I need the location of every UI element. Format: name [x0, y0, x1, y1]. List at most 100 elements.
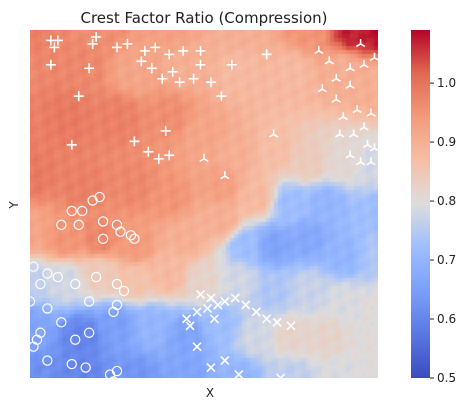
x-marker [209, 314, 220, 324]
circle-marker [108, 306, 119, 318]
plus-marker [164, 49, 175, 60]
circle-marker [111, 365, 123, 377]
tri-marker [335, 129, 345, 138]
chart-title: Crest Factor Ratio (Compression) [80, 9, 327, 27]
circle-marker [94, 191, 105, 203]
circle-marker [56, 219, 67, 231]
tri-marker [366, 157, 376, 166]
x-marker [272, 317, 282, 327]
circle-marker [80, 362, 91, 373]
circle-marker [56, 317, 67, 328]
circle-marker [125, 230, 137, 241]
x-marker [213, 300, 223, 310]
x-marker [238, 395, 246, 403]
y-axis-label: Y [7, 201, 21, 210]
circle-marker [83, 327, 95, 338]
x-marker [202, 303, 213, 313]
circle-marker [118, 285, 130, 297]
circle-marker [30, 261, 39, 272]
x-marker [241, 300, 251, 310]
circle-marker [73, 219, 84, 231]
x-marker [185, 321, 195, 331]
tri-marker [345, 63, 355, 72]
tri-marker [331, 94, 341, 103]
tri-marker [338, 112, 348, 121]
x-marker [273, 391, 281, 399]
plus-marker [136, 56, 147, 67]
plus-marker [87, 38, 98, 49]
x-marker [251, 307, 261, 317]
x-axis-label: X [206, 386, 214, 400]
x-marker [230, 293, 240, 303]
circle-marker [87, 195, 98, 206]
markers-layer [30, 31, 378, 406]
tri-marker [199, 153, 209, 162]
plus-marker [226, 59, 237, 70]
plus-marker [143, 146, 154, 157]
x-marker [259, 398, 267, 406]
plus-marker [167, 66, 178, 77]
plus-marker [139, 45, 150, 56]
circle-marker [129, 233, 140, 244]
plus-marker [66, 139, 77, 150]
circle-marker [90, 271, 102, 283]
circle-marker [115, 226, 126, 238]
plus-marker [129, 136, 140, 147]
circle-marker [42, 268, 53, 279]
tri-marker [362, 139, 373, 149]
plus-marker [160, 125, 171, 136]
tri-marker [366, 108, 376, 117]
plus-marker [205, 77, 216, 88]
tri-marker [268, 129, 279, 138]
colorbar-ticks: 0.5 0.6 0.7 0.8 0.9 1.0 [430, 76, 456, 385]
colorbar-tick-label: 0.6 [437, 312, 456, 326]
circle-marker [70, 278, 81, 290]
circle-marker [111, 299, 123, 311]
circle-marker [111, 219, 123, 231]
x-marker [275, 373, 286, 378]
circle-marker [42, 355, 53, 366]
colorbar-tick-label: 0.9 [437, 135, 456, 149]
circle-marker [97, 233, 109, 244]
plus-marker [195, 59, 206, 70]
circle-marker [76, 205, 88, 217]
plus-marker [49, 42, 60, 53]
tri-marker [220, 171, 230, 180]
tri-marker [352, 105, 362, 114]
circle-marker [30, 296, 36, 307]
circle-marker [30, 341, 39, 352]
x-marker [220, 356, 230, 366]
plus-marker [216, 91, 227, 102]
tri-marker [314, 45, 324, 55]
plus-marker [52, 35, 63, 46]
plus-marker [157, 73, 168, 84]
tri-marker [324, 56, 334, 65]
circle-marker [97, 216, 109, 227]
plus-marker [164, 150, 175, 161]
circle-marker [104, 369, 116, 378]
plus-marker [188, 73, 199, 84]
circle-marker [42, 303, 53, 314]
plus-marker [122, 38, 133, 49]
colorbar-gradient [411, 30, 430, 378]
x-marker [192, 342, 202, 352]
x-marker [286, 321, 296, 331]
circle-marker [35, 327, 46, 338]
tri-marker [355, 157, 366, 166]
tri-marker [369, 143, 378, 152]
x-marker [220, 296, 230, 307]
colorbar-tick-label: 0.8 [437, 194, 456, 208]
tri-marker [359, 122, 369, 131]
circle-marker [109, 376, 118, 378]
x-marker [195, 289, 206, 300]
tri-marker [331, 73, 341, 82]
tri-marker [348, 129, 359, 138]
tri-marker [359, 59, 369, 68]
tri-marker [369, 52, 378, 62]
plus-marker [261, 49, 272, 60]
x-marker [182, 314, 192, 324]
heatmap-image [30, 30, 378, 378]
tri-marker [355, 38, 366, 48]
plus-marker [146, 63, 157, 74]
circle-marker [70, 334, 81, 345]
